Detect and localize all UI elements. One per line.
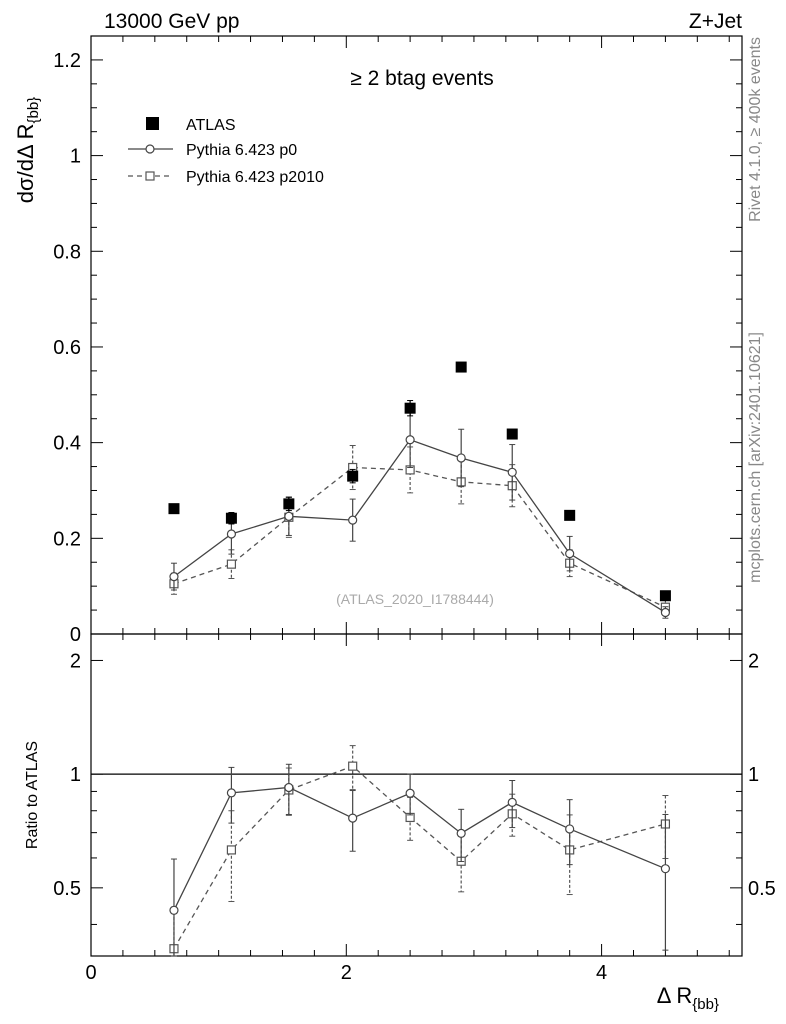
main-y-tick-label: 0.6 <box>53 337 81 359</box>
x-tick-label: 4 <box>596 962 607 984</box>
main-series-1 <box>169 411 671 619</box>
main-y-tick-label: 1 <box>70 146 81 168</box>
ratio-y-tick-label-right: 1 <box>748 764 759 786</box>
ratio-y-tick-label-left: 0.5 <box>53 878 81 900</box>
ratio-data-point-p0 <box>226 788 237 798</box>
ratio-y-tick-label-left: 2 <box>70 650 81 672</box>
main-data-point-p0 <box>660 607 671 618</box>
main-y-tick-label: 0 <box>70 624 81 646</box>
main-data-point-atlas <box>168 503 180 515</box>
legend-label-p2010: Pythia 6.423 p2010 <box>186 169 324 186</box>
rivet-version-label: Rivet 4.1.0, ≥ 400k events <box>747 37 764 222</box>
ratio-data-point-p0 <box>456 828 466 838</box>
main-data-point-p2010 <box>226 559 237 569</box>
x-tick-label: 0 <box>85 962 96 984</box>
ratio-series-0 <box>169 763 671 957</box>
ratio-y-axis-label: Ratio to ATLAS <box>24 741 41 849</box>
main-y-tick-label: 0.4 <box>53 433 81 455</box>
ratio-data-point-p0 <box>565 824 575 834</box>
x-tick-label: 2 <box>341 962 352 984</box>
main-ylabel-main: dσ/dΔ R <box>13 124 38 204</box>
ratio-data-point-p0 <box>169 905 179 915</box>
main-data-point-p0 <box>565 549 575 559</box>
main-y-tick-labels: 0 0.2 0.4 0.6 0.8 1 1.2 <box>53 50 81 646</box>
main-y-axis-label: dσ/dΔ R{bb} <box>13 97 42 203</box>
legend: ATLAS Pythia 6.423 p0 Pythia 6.423 p2010 <box>128 117 324 186</box>
main-axis-ticks <box>90 36 742 635</box>
main-data-point-p0 <box>405 435 415 445</box>
mcplots-label: mcplots.cern.ch [arXiv:2401.10621] <box>747 332 764 583</box>
main-data-point-atlas <box>283 498 295 510</box>
main-data-point-atlas <box>659 590 671 602</box>
xlabel-sub: {bb} <box>692 996 719 1013</box>
main-data-point-atlas <box>564 509 576 521</box>
legend-marker-atlas <box>146 117 159 130</box>
main-data-point-p0 <box>284 511 294 521</box>
ratio-y-tick-labels: 0.5 0.5 1 1 2 2 <box>53 650 776 899</box>
main-data-point-atlas <box>404 402 416 414</box>
main-data-layer <box>168 361 671 619</box>
main-series-line <box>173 438 666 614</box>
legend-label-p0: Pythia 6.423 p0 <box>186 142 297 159</box>
main-data-point-p0 <box>348 515 358 525</box>
ratio-data-point-p2010 <box>348 761 358 771</box>
xlabel-main: Δ R <box>657 983 692 1008</box>
main-panel: 0 0.2 0.4 0.6 0.8 1 1.2 ≥ 2 btag events (ATLAS… <box>13 35 743 646</box>
main-data-point-atlas <box>455 361 467 373</box>
main-data-point-atlas <box>225 512 237 524</box>
ratio-data-point-p0 <box>660 864 671 874</box>
x-tick-labels: 0 2 4 <box>85 962 607 984</box>
header-energy: 13000 GeV pp <box>104 10 239 33</box>
ratio-y-tick-label-right: 2 <box>748 650 759 672</box>
legend-label-atlas: ATLAS <box>186 117 236 134</box>
ratio-y-tick-label-right: 0.5 <box>748 878 776 900</box>
legend-marker-p0 <box>145 144 155 154</box>
main-series-line <box>173 466 666 608</box>
main-data-point-atlas <box>506 428 518 440</box>
x-axis-label: Δ R{bb} <box>657 983 719 1013</box>
ratio-data-layer <box>169 745 671 957</box>
main-data-point-p0 <box>507 467 517 477</box>
main-data-point-p0 <box>456 453 466 463</box>
legend-marker-p2010 <box>145 171 155 181</box>
main-data-point-p0 <box>169 571 179 582</box>
ratio-data-point-p0 <box>507 797 517 807</box>
ratio-series-line <box>173 786 666 911</box>
ratio-series-1 <box>169 745 671 957</box>
ratio-data-point-p0 <box>405 788 415 798</box>
ratio-axis-ticks <box>90 634 742 956</box>
ratio-panel: 0.5 0.5 1 1 2 2 0 2 4 Ratio to ATLAS Δ R{bb} <box>24 633 776 1013</box>
main-ylabel-sub: {bb} <box>25 97 42 124</box>
main-y-tick-label: 0.2 <box>53 528 81 550</box>
ratio-data-point-p0 <box>284 782 294 793</box>
analysis-watermark: (ATLAS_2020_I1788444) <box>336 591 494 607</box>
ratio-plot-frame <box>90 633 743 957</box>
ratio-y-tick-label-left: 1 <box>70 764 81 786</box>
main-y-tick-label: 1.2 <box>53 50 81 72</box>
ratio-ylabel-text: Ratio to ATLAS <box>24 741 41 849</box>
ratio-data-point-p0 <box>348 813 358 823</box>
header-process: Z+Jet <box>689 10 742 33</box>
main-data-point-atlas <box>347 470 359 482</box>
svg-text:dσ/dΔ R{bb}: dσ/dΔ R{bb} <box>13 97 42 203</box>
ratio-data-point-p2010 <box>226 845 237 855</box>
main-y-tick-label: 0.8 <box>53 241 81 263</box>
ratio-series-line <box>173 765 666 950</box>
main-data-point-p0 <box>226 529 237 539</box>
main-chart-title: ≥ 2 btag events <box>350 67 493 90</box>
main-series-0 <box>168 361 671 602</box>
svg-text:Δ R{bb}: Δ R{bb} <box>657 983 719 1013</box>
